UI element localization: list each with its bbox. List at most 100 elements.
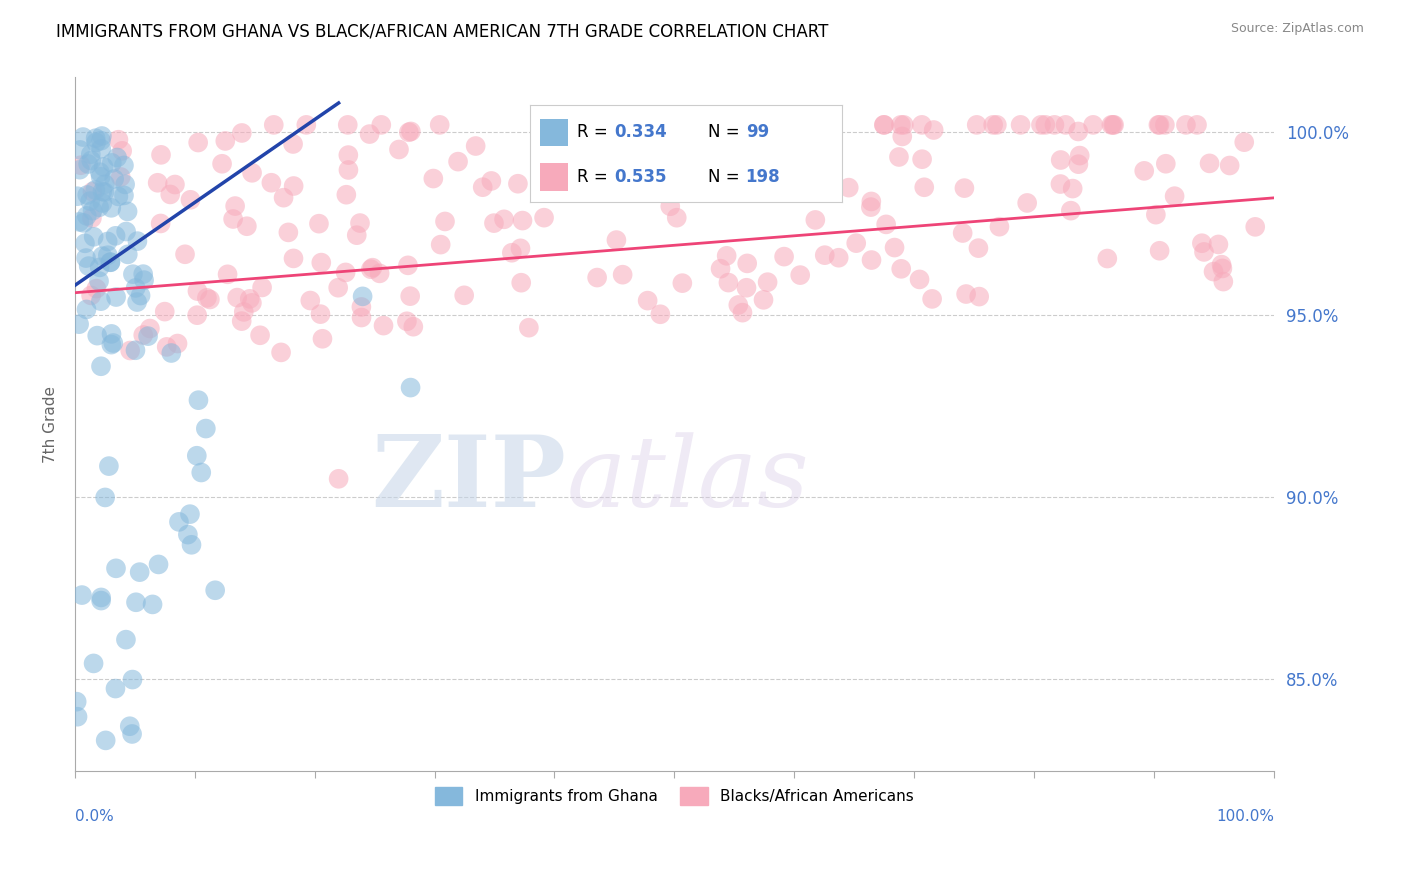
Point — [509, 241, 531, 255]
Point — [1233, 135, 1256, 149]
Point — [97, 248, 120, 262]
Point — [501, 245, 523, 260]
Point — [838, 180, 860, 194]
Point — [66, 709, 89, 723]
Point — [121, 727, 143, 741]
Point — [222, 212, 245, 227]
Point — [1099, 118, 1122, 132]
Point — [142, 598, 165, 612]
Point — [311, 255, 333, 269]
Point — [731, 305, 754, 319]
Point — [361, 260, 384, 275]
Point — [1174, 118, 1197, 132]
Point — [105, 290, 128, 304]
Point — [194, 421, 217, 435]
Point — [1163, 189, 1185, 203]
Point — [399, 289, 422, 303]
Point — [659, 199, 682, 213]
Point — [104, 681, 127, 696]
Point — [77, 157, 100, 171]
Point — [80, 147, 103, 161]
Point — [893, 118, 915, 132]
Point — [735, 256, 758, 270]
Point — [883, 241, 905, 255]
Point — [160, 346, 183, 360]
Point — [952, 226, 974, 240]
Point — [101, 156, 124, 170]
Point — [283, 252, 305, 266]
Point — [1198, 156, 1220, 170]
Point — [335, 187, 357, 202]
Point — [953, 181, 976, 195]
Point — [349, 216, 371, 230]
Point — [100, 255, 122, 269]
Point — [93, 185, 115, 199]
Point — [612, 268, 634, 282]
Point — [118, 719, 141, 733]
Point — [610, 118, 633, 132]
Point — [368, 266, 391, 280]
Point — [122, 267, 145, 281]
Point — [127, 234, 149, 248]
Point — [921, 292, 943, 306]
Point — [373, 318, 395, 333]
Point — [148, 558, 170, 572]
Point — [1154, 157, 1177, 171]
Point — [1219, 159, 1241, 173]
Point — [1144, 208, 1167, 222]
Point — [83, 657, 105, 671]
Point — [665, 211, 688, 225]
Text: atlas: atlas — [567, 432, 810, 527]
Point — [1102, 118, 1125, 132]
Point — [277, 226, 299, 240]
Text: IMMIGRANTS FROM GHANA VS BLACK/AFRICAN AMERICAN 7TH GRADE CORRELATION CHART: IMMIGRANTS FROM GHANA VS BLACK/AFRICAN A… — [56, 22, 828, 40]
Point — [1017, 196, 1039, 211]
Point — [966, 118, 988, 132]
Point — [66, 189, 89, 203]
Point — [783, 150, 806, 164]
Point — [270, 345, 292, 359]
Point — [100, 255, 122, 269]
Point — [72, 130, 94, 145]
Point — [981, 118, 1004, 132]
Point — [650, 307, 672, 321]
Point — [1033, 118, 1056, 132]
Point — [67, 317, 90, 331]
Point — [360, 262, 382, 277]
Point — [115, 632, 138, 647]
Point — [87, 200, 110, 214]
Point — [716, 249, 738, 263]
Point — [69, 143, 91, 157]
Point — [727, 298, 749, 312]
Point — [90, 142, 112, 156]
Point — [86, 328, 108, 343]
Point — [402, 319, 425, 334]
Point — [156, 340, 179, 354]
Point — [311, 332, 333, 346]
Point — [90, 169, 112, 184]
Point — [337, 148, 360, 162]
Text: 0.0%: 0.0% — [75, 809, 114, 824]
Point — [1043, 118, 1066, 132]
Point — [605, 233, 627, 247]
Point — [741, 120, 763, 134]
Point — [891, 129, 914, 144]
Point — [128, 565, 150, 579]
Point — [94, 491, 117, 505]
Point — [453, 288, 475, 302]
Point — [121, 673, 143, 687]
Point — [395, 314, 418, 328]
Point — [91, 249, 114, 263]
Point — [875, 218, 897, 232]
Point — [873, 118, 896, 132]
Point — [97, 459, 120, 474]
Point — [359, 127, 381, 141]
Point — [1192, 244, 1215, 259]
Point — [90, 593, 112, 607]
Text: ZIP: ZIP — [371, 431, 567, 528]
Point — [506, 177, 529, 191]
Point — [84, 131, 107, 145]
Point — [94, 178, 117, 192]
Point — [120, 343, 142, 358]
Point — [1154, 118, 1177, 132]
